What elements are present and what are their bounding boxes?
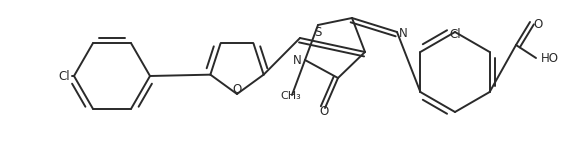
Text: N: N <box>293 54 302 67</box>
Text: N: N <box>399 26 408 39</box>
Text: O: O <box>533 17 542 30</box>
Text: Cl: Cl <box>58 69 70 82</box>
Text: O: O <box>233 83 241 96</box>
Text: HO: HO <box>541 52 559 65</box>
Text: CH₃: CH₃ <box>280 91 301 101</box>
Text: S: S <box>314 26 322 39</box>
Text: Cl: Cl <box>449 28 461 41</box>
Text: O: O <box>319 105 329 118</box>
